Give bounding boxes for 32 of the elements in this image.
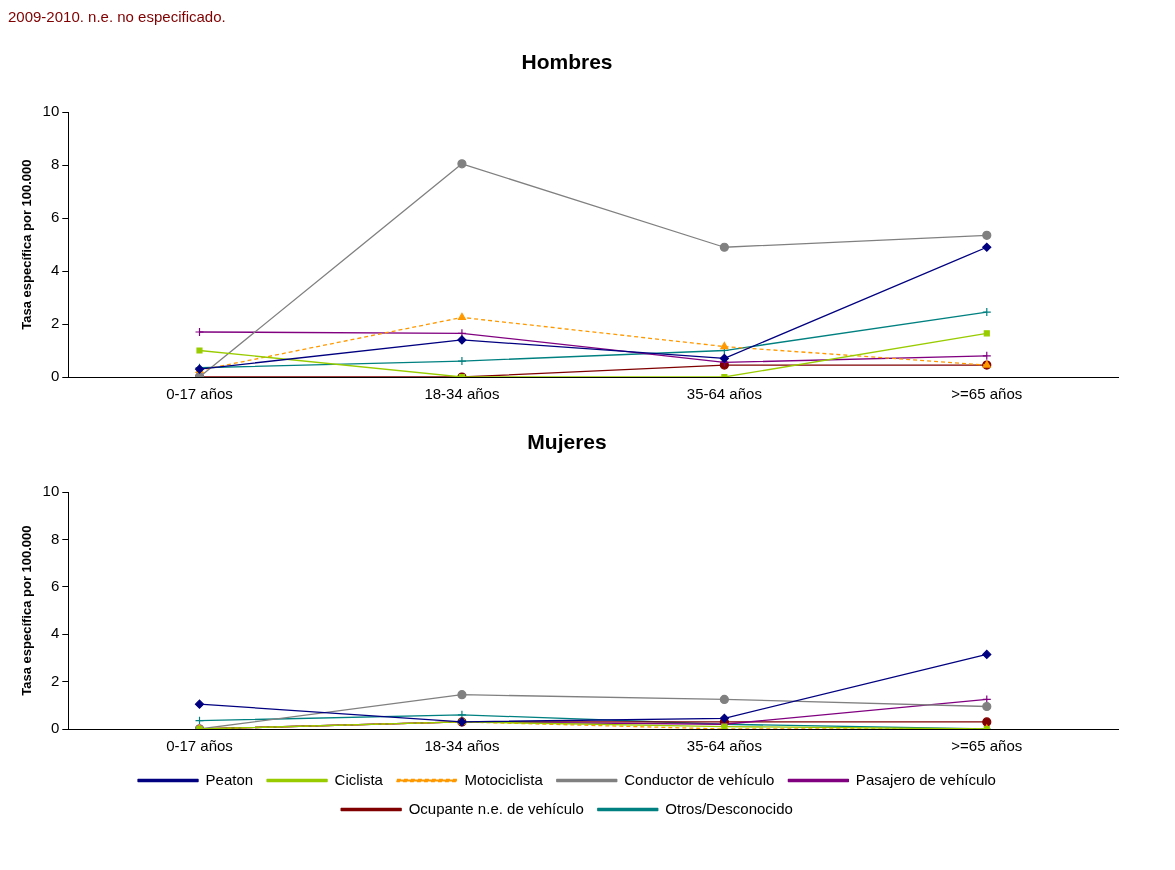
text: 2009-2010. n.e. no especificado.	[8, 8, 227, 27]
legend-label: Ocupante n.e. de vehículo	[408, 799, 584, 817]
x-tick-label: 35-64 años	[686, 737, 762, 755]
y-tick-label: 2	[50, 671, 60, 689]
y-tick-label: 8	[50, 155, 60, 173]
x-tick-label: 0-17 años	[166, 737, 233, 755]
y-tick-label: 4	[50, 261, 60, 279]
x-tick-label: 18-34 años	[424, 737, 500, 755]
legend-label: Conductor de vehículo	[624, 770, 775, 788]
chart-title: Hombres	[521, 50, 613, 74]
legend-label: Pasajero de vehículo	[855, 770, 996, 788]
x-tick-label: 35-64 años	[686, 385, 762, 403]
y-tick-label: 6	[50, 577, 60, 595]
legend-label: Peaton	[205, 770, 254, 788]
y-tick-label: 8	[50, 529, 60, 547]
x-tick-label: 0-17 años	[166, 385, 233, 403]
y-tick-label: 0	[50, 367, 60, 385]
y-axis-title: Tasa específica por 100.000	[19, 525, 35, 696]
y-tick-label: 0	[50, 719, 60, 737]
x-tick-label: >=65 años	[951, 737, 1023, 755]
legend-label: Otros/Desconocido	[665, 799, 793, 817]
legend-label: Motociclista	[464, 770, 544, 788]
y-tick-label: 10	[42, 102, 60, 120]
chart-title: Mujeres	[527, 430, 607, 454]
y-axis-title: Tasa específica por 100.000	[19, 159, 35, 330]
y-tick-label: 2	[50, 314, 60, 332]
y-tick-label: 6	[50, 208, 60, 226]
y-tick-label: 10	[42, 482, 60, 500]
y-tick-label: 4	[50, 624, 60, 642]
x-tick-label: 18-34 años	[424, 385, 500, 403]
legend-label: Ciclista	[334, 770, 384, 788]
x-tick-label: >=65 años	[951, 385, 1023, 403]
